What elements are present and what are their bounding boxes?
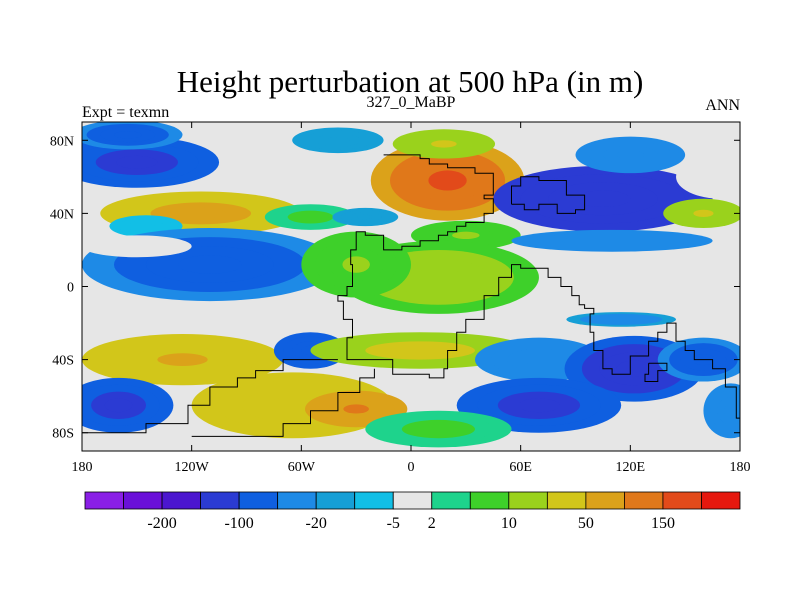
continent-island	[644, 362, 668, 382]
field-contour-33-3	[420, 424, 457, 434]
field-contour-19-3	[625, 290, 672, 302]
field-contour-2-3	[326, 137, 350, 144]
x-tick-label: 120W	[175, 460, 210, 475]
continent-south-landmass	[82, 359, 338, 434]
colorbar-label: -100	[224, 515, 253, 532]
field-contour-1-3	[113, 131, 142, 139]
colorbar-label: -20	[306, 515, 327, 532]
colorbar-swatch-11	[508, 491, 548, 510]
colorbar-swatch-14	[624, 491, 664, 510]
colorbar-swatch-2	[161, 491, 201, 510]
field-contour-16-3	[123, 243, 151, 250]
field-contour-9-3	[136, 223, 156, 229]
colorbar-swatch-16	[701, 491, 741, 510]
colorbar-swatch-0	[84, 491, 124, 510]
continent-layer	[82, 154, 740, 437]
y-tick-label: 0	[67, 281, 74, 296]
field-contour-20-3	[607, 317, 635, 322]
field-contour-23-3	[392, 345, 448, 356]
age-label: 327_0_MaBP	[367, 94, 456, 111]
y-tick-label: 80S	[52, 427, 74, 442]
field-contour-10-3	[299, 213, 322, 221]
colorbar-swatch-8	[392, 491, 433, 510]
x-tick-label: 60W	[288, 460, 316, 475]
colorbar-label: 2	[428, 515, 436, 532]
x-tick-label: 180	[730, 460, 751, 475]
field-contour-7-3	[710, 171, 734, 183]
x-tick-label: 60E	[509, 460, 532, 475]
field-contour-26-3	[616, 360, 652, 377]
field-contour-32-3	[724, 403, 738, 418]
experiment-label: Expt = texmn	[82, 104, 169, 121]
colorbar-swatch-6	[315, 491, 356, 510]
plot-area	[82, 122, 740, 451]
field-contour-12-3	[693, 209, 714, 218]
colorbar-swatch-1	[123, 491, 163, 510]
colorbar-swatch-3	[200, 491, 240, 510]
x-tick-label: 180	[72, 460, 93, 475]
colorbar-swatch-10	[469, 491, 510, 510]
field-contour-8-3	[175, 207, 226, 219]
field-layer	[82, 122, 740, 448]
season-label: ANN	[705, 97, 740, 114]
field-contour-18-3	[342, 256, 370, 273]
colorbar-swatch-7	[354, 491, 394, 510]
colorbar-swatch-9	[431, 491, 471, 510]
field-contour-24-3	[522, 354, 555, 366]
field-contour-31-3	[518, 398, 560, 413]
continent-south-inner	[191, 368, 375, 437]
colorbar-label: 150	[651, 515, 675, 532]
x-tick-label: 0	[408, 460, 415, 475]
field-contour-21-3	[157, 353, 208, 367]
axis-layer: 180 120W 60W 0 60E 120E 180 80N 40N 0 40S 80S	[50, 122, 751, 475]
colorbar-swatch-15	[662, 491, 702, 510]
y-tick-label: 40S	[52, 354, 74, 369]
field-contour-11-3	[357, 214, 374, 220]
colorbar-swatch-5	[277, 491, 317, 510]
colorbar-swatch-12	[546, 491, 587, 510]
field-contour-17-3	[413, 268, 464, 287]
colorbar-swatch-4	[238, 491, 279, 510]
colorbar-label: -200	[147, 515, 176, 532]
continent-asia-east	[511, 176, 586, 214]
y-tick-label: 80N	[50, 134, 74, 149]
y-tick-label: 40N	[50, 207, 74, 222]
field-contour-15-3	[177, 255, 242, 274]
field-contour-13-3	[452, 231, 480, 239]
chart-title: Height perturbation at 500 hPa (in m)	[177, 64, 644, 99]
field-contour-28-3	[267, 397, 318, 414]
colorbar-label: -5	[387, 515, 400, 532]
colorbar-label: 10	[501, 515, 517, 532]
field-contour-6-3	[616, 150, 645, 160]
field-contour-3-3	[428, 170, 467, 191]
colorbar-label: 50	[578, 515, 594, 532]
field-contour-4-3	[431, 140, 457, 148]
field-contour-14-3	[586, 238, 638, 244]
field-contour-0-3	[116, 155, 158, 169]
field-contour-30-3	[104, 398, 133, 413]
field-contour-5-3	[575, 190, 631, 207]
continent-north-america	[337, 154, 740, 424]
x-tick-label: 120E	[616, 460, 646, 475]
colorbar: -200 -100 -20 -5 2 10 50 150	[84, 491, 741, 532]
field-contour-29-3	[343, 404, 369, 414]
colorbar-swatch-13	[585, 491, 625, 510]
